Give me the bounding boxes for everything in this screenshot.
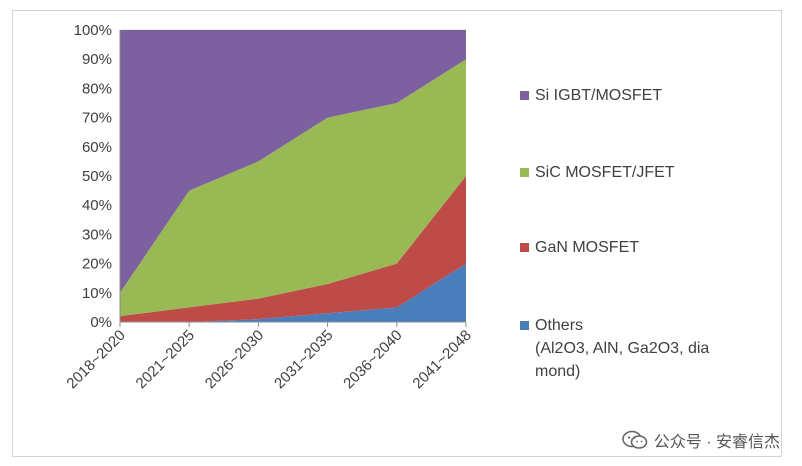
y-tick-label: 10% xyxy=(82,285,112,302)
area-series xyxy=(120,30,466,322)
x-tick-labels: 2018~2020 2021~2025 2026~2030 2031~2035 2036… xyxy=(63,327,474,392)
watermark-text: 公众号 · 安睿信杰 xyxy=(653,434,780,451)
x-tick-label: 2018~2020 xyxy=(63,327,128,392)
area-others xyxy=(120,263,466,322)
y-tick-label: 0% xyxy=(90,314,112,331)
y-tick-label: 80% xyxy=(82,80,112,97)
y-tick-label: 100% xyxy=(74,22,112,39)
legend-label-line: Others xyxy=(535,317,584,334)
x-tick-label: 2036~2040 xyxy=(340,327,405,392)
x-tick-label: 2021~2025 xyxy=(133,327,198,392)
legend-label: GaN MOSFET xyxy=(535,236,785,259)
y-tick-label: 60% xyxy=(82,139,112,156)
legend-swatch xyxy=(520,91,529,100)
y-tick-label: 70% xyxy=(82,110,112,127)
area-si xyxy=(120,30,466,293)
watermark: 公众号 · 安睿信杰 xyxy=(621,428,780,452)
area-gan xyxy=(120,176,466,322)
y-tick-label: 20% xyxy=(82,256,112,273)
legend-swatch xyxy=(520,321,529,330)
legend-item: SiC MOSFET/JFET xyxy=(520,161,785,184)
legend-swatch xyxy=(520,168,529,177)
legend-item: Others (Al2O3, AlN, Ga2O3, dia mond) xyxy=(520,314,785,383)
legend-item: GaN MOSFET xyxy=(520,236,785,259)
y-tick-label: 30% xyxy=(82,226,112,243)
y-tick-label: 40% xyxy=(82,197,112,214)
legend-label-line: mond) xyxy=(535,363,581,380)
legend-swatch xyxy=(520,243,529,252)
legend-label-line: SiC MOSFET/JFET xyxy=(535,164,675,181)
legend-label: Others (Al2O3, AlN, Ga2O3, dia mond) xyxy=(535,314,785,383)
y-tick-label: 50% xyxy=(82,168,112,185)
legend-label-line: (Al2O3, AlN, Ga2O3, dia xyxy=(535,340,710,357)
legend-label: Si IGBT/MOSFET xyxy=(535,84,785,107)
area-sic xyxy=(120,59,466,317)
x-tick-label: 2026~2030 xyxy=(202,327,267,392)
wechat-icon xyxy=(621,430,648,449)
x-tick-label: 2041~2048 xyxy=(409,327,474,392)
y-tick-label: 90% xyxy=(82,51,112,68)
legend-label: SiC MOSFET/JFET xyxy=(535,161,785,184)
x-tick-label: 2031~2035 xyxy=(271,327,336,392)
axes xyxy=(119,30,467,327)
legend-label-line: GaN MOSFET xyxy=(535,239,640,256)
legend-label-line: Si IGBT/MOSFET xyxy=(535,87,663,104)
legend-item: Si IGBT/MOSFET xyxy=(520,84,785,107)
y-tick-labels: 0% 10% 20% 30% 40% 50% 60% 70% 80% 90% 100% xyxy=(74,22,112,331)
